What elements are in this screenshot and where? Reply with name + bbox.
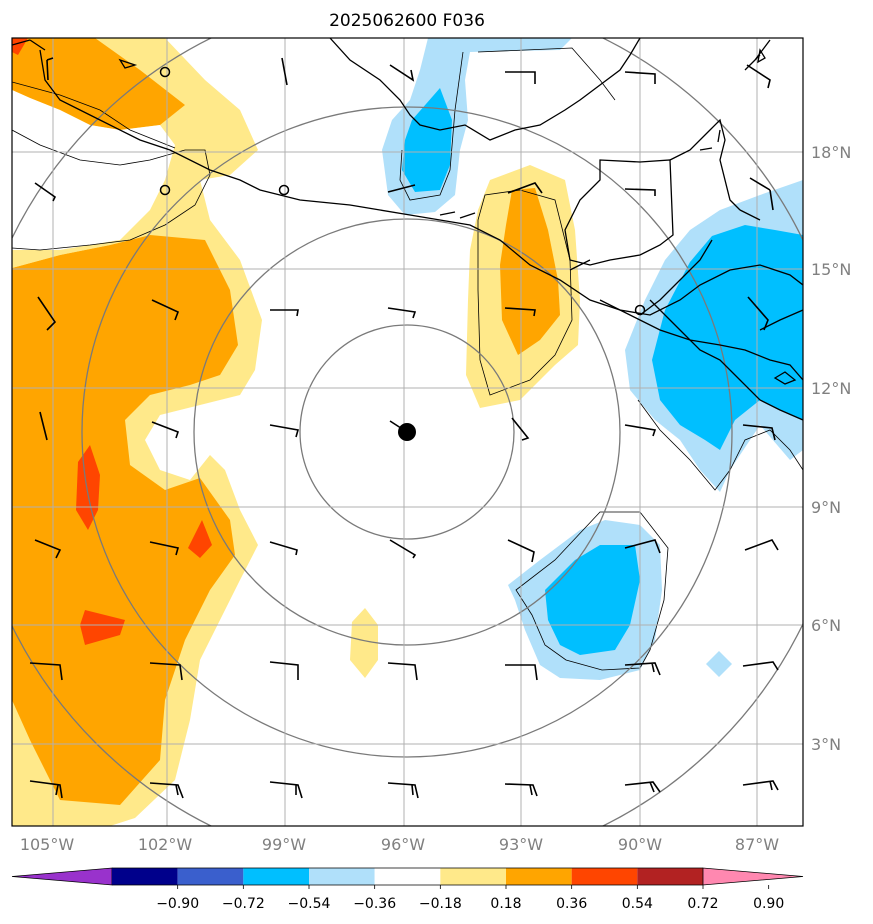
storm-center-marker [398,423,416,441]
pos-mid-west [12,235,238,805]
colorbar-label: 0.90 [753,896,784,912]
colorbar-segment [571,868,638,885]
colorbar-extend-high [702,867,804,886]
lon-label: 87°W [735,835,779,854]
figure-title: 2025062600 F036 [329,11,485,31]
colorbar-label: 0.18 [490,896,521,912]
negative-anomaly [382,38,803,680]
lon-label: 105°W [20,835,75,854]
map-area [12,38,803,826]
positive-anomaly-west [12,38,262,826]
pos-strong-1 [76,445,100,530]
lat-label: 6°N [811,616,841,635]
positive-anomaly-center [350,165,580,678]
colorbar-label: 0.72 [687,896,718,912]
colorbar-label: 0.54 [622,896,653,912]
lat-label: 12°N [811,379,851,398]
longitude-labels: 105°W 102°W 99°W 96°W 93°W 90°W 87°W [20,835,779,854]
colorbar-label: −0.54 [288,896,331,912]
colorbar-segment [506,868,572,885]
latitude-labels: 18°N 15°N 12°N 9°N 6°N 3°N [811,143,851,754]
lon-label: 90°W [618,835,662,854]
colorbar-extend-low [11,867,113,886]
colorbar-segment [112,868,178,885]
map-frame [11,37,804,827]
lon-label: 102°W [138,835,193,854]
lat-label: 9°N [811,498,841,517]
lat-label: 15°N [811,260,851,279]
calm-wind-markers [159,66,646,316]
pos-strong-3 [80,610,125,645]
colorbar-segment [440,868,506,885]
pos-mid-northwest [12,38,185,130]
colorbar-segment [637,868,703,885]
colorbar-segment [374,868,441,885]
wind-barbs [29,57,779,799]
lon-label: 99°W [262,835,306,854]
colorbar-label: 0.36 [556,896,587,912]
colorbar-label: −0.90 [156,896,199,912]
lon-label: 93°W [499,835,543,854]
colorbar-segment [309,868,375,885]
colorbar-label: −0.72 [222,896,265,912]
colorbar: −0.90 −0.72 −0.54 −0.36 −0.18 0.18 0.36 0.54 0.7… [11,867,804,912]
colorbar-segment [177,868,244,885]
colorbar-segment [243,868,309,885]
range-rings [12,38,803,826]
colorbar-label: −0.18 [419,896,462,912]
colorbar-label: −0.36 [353,896,396,912]
lat-label: 18°N [811,143,851,162]
lat-label: 3°N [811,735,841,754]
pos-strong-2 [188,520,212,558]
lon-label: 96°W [381,835,425,854]
coastline [12,38,803,421]
